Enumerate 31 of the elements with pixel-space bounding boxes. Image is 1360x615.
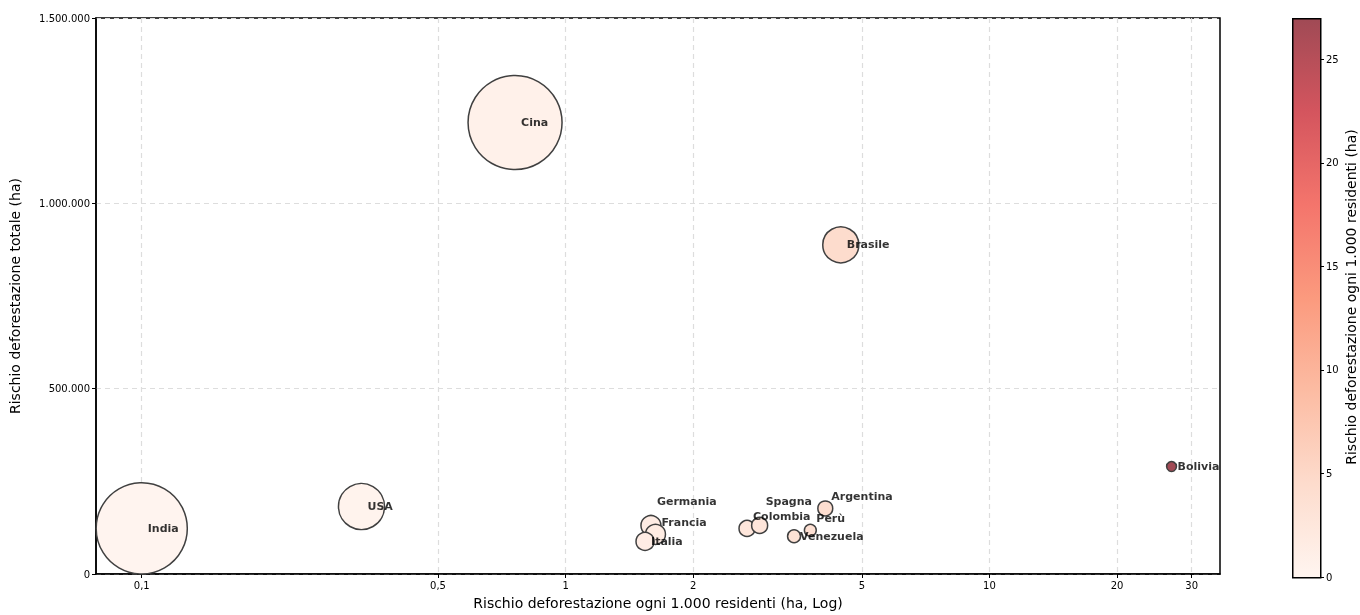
x-tick-label: 0,1 <box>133 579 150 591</box>
annotation: Colombia <box>753 509 811 523</box>
x-tick-label: 5 <box>858 579 866 591</box>
color-bar-label: 0 <box>1326 571 1333 583</box>
annotation: Argentina <box>831 489 893 503</box>
annotation: Bolivia <box>1177 460 1220 474</box>
color-bar-title: Rischio deforestazione ogni 1.000 residenti (ha) <box>1343 129 1359 465</box>
color-bar-label: 5 <box>1326 467 1333 479</box>
color-bar-label: 20 <box>1326 157 1339 169</box>
x-tick-label: 20 <box>1110 579 1124 591</box>
annotation: Cina <box>521 116 549 130</box>
y-tick-label: 0 <box>83 568 90 580</box>
y-tick-label: 1.500.000 <box>39 12 90 24</box>
y-tick-label: 1.000.000 <box>39 197 90 209</box>
x-tick-label: 10 <box>983 579 996 591</box>
color-bar-label: 15 <box>1326 260 1339 272</box>
annotation: Francia <box>661 515 707 529</box>
x-tick-label: 0,5 <box>430 579 446 591</box>
x-tick-label: 2 <box>689 579 697 591</box>
x-axis-title: Rischio deforestazione ogni 1.000 residenti (ha, Log) <box>473 595 843 611</box>
color-bar-label: 25 <box>1326 53 1339 65</box>
y-tick-label: 500.000 <box>48 383 90 395</box>
annotation: Venezuela <box>800 529 864 543</box>
annotation: Perù <box>816 511 846 525</box>
y-axis-title: Rischio deforestazione totale (ha) <box>7 178 23 414</box>
annotation: India <box>147 521 179 535</box>
x-tick-label: 30 <box>1185 579 1198 591</box>
annotation: Spagna <box>765 494 812 508</box>
x-tick-label: 1 <box>562 579 569 591</box>
annotation: Germania <box>656 494 717 508</box>
color-bar-label: 10 <box>1326 364 1339 376</box>
